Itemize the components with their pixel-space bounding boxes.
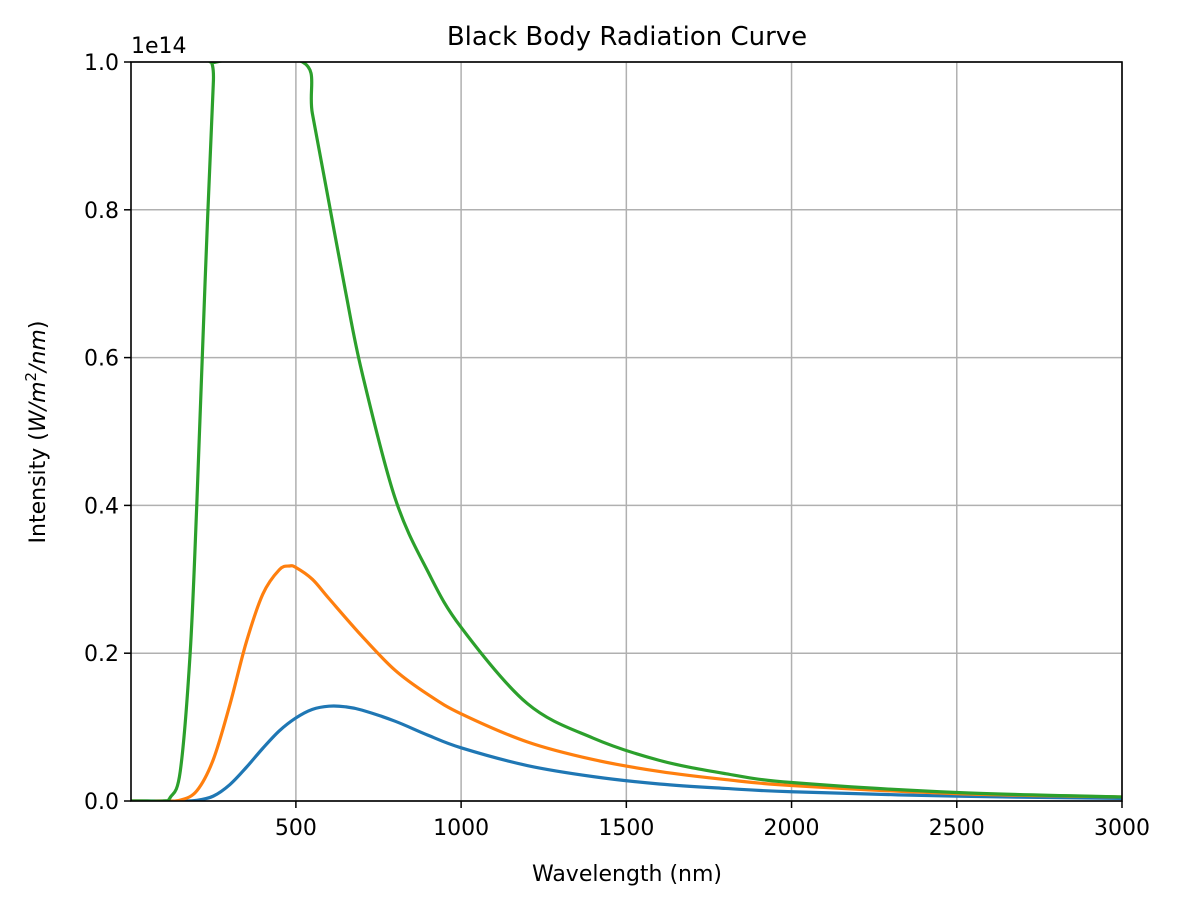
chart-title: Black Body Radiation Curve [447,22,807,52]
y-axis-label-suffix: ) [26,321,51,330]
x-tick-label: 2500 [929,816,985,841]
y-offset-label: 1e14 [131,34,187,59]
y-tick-label: 0.4 [84,494,119,519]
y-tick-label: 0.6 [84,347,119,372]
x-tick-label: 500 [275,816,317,841]
y-tick-label: 0.8 [84,199,119,224]
x-tick-label: 2000 [764,816,820,841]
y-axis-label-units-tail: /nm [26,329,51,374]
y-tick-label: 0.0 [84,790,119,815]
series-layer [131,62,1122,801]
x-tick-label: 3000 [1094,816,1150,841]
x-axis-label: Wavelength (nm) [532,862,722,887]
series-line-series-1 [131,704,1122,801]
ticks: 500 1000 1500 2000 2500 3000 0.0 0.2 0.4 0.6 0.8 1.… [84,51,1150,841]
y-axis-label-units: W/m [26,381,51,432]
y-axis-label-superscript: 2 [22,372,40,382]
y-axis-label-prefix: Intensity ( [26,432,51,543]
y-tick-label: 1.0 [84,51,119,76]
x-tick-label: 1500 [598,816,654,841]
x-tick-label: 1000 [433,816,489,841]
y-tick-label: 0.2 [84,642,119,667]
y-axis-label: Intensity (W/m2/nm) [22,321,51,544]
series-line-series-2 [131,564,1122,801]
series-line-series-3 [131,62,1122,801]
